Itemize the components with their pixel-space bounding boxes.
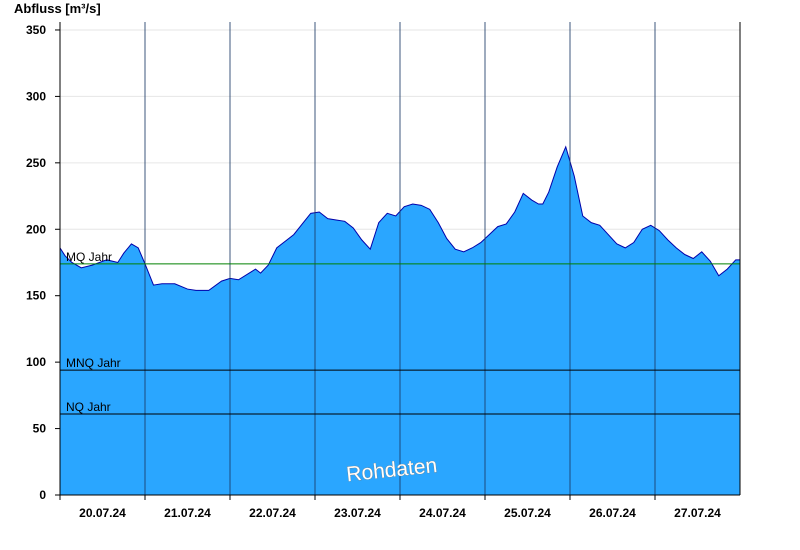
y-tick-label-350: 350 — [26, 23, 46, 37]
x-tick-label-0: 20.07.24 — [79, 506, 126, 520]
y-tick-labels: 0 50 100 150 200 250 300 350 — [26, 23, 60, 502]
x-tick-label-1: 21.07.24 — [164, 506, 211, 520]
y-tick-label-200: 200 — [26, 222, 46, 236]
x-tick-label-6: 26.07.24 — [589, 506, 636, 520]
y-tick-label-50: 50 — [33, 422, 47, 436]
ref-label-0: MQ Jahr — [66, 250, 112, 264]
reference-lines: MQ Jahr MNQ Jahr NQ Jahr — [60, 250, 740, 415]
discharge-outline — [59, 145, 740, 291]
y-tick-label-100: 100 — [26, 355, 46, 369]
y-tick-label-250: 250 — [26, 156, 46, 170]
x-tick-label-4: 24.07.24 — [419, 506, 466, 520]
ref-label-1: MNQ Jahr — [66, 356, 121, 370]
x-tick-label-2: 22.07.24 — [249, 506, 296, 520]
y-tick-label-0: 0 — [39, 488, 46, 502]
x-tick-label-7: 27.07.24 — [674, 506, 721, 520]
y-axis-label: Abfluss [m³/s] — [14, 1, 101, 16]
x-tick-label-5: 25.07.24 — [504, 506, 551, 520]
y-tick-label-300: 300 — [26, 89, 46, 103]
ref-label-2: NQ Jahr — [66, 400, 111, 414]
x-tick-labels: 20.07.24 21.07.24 22.07.24 23.07.24 24.07.24… — [79, 495, 721, 520]
day-separator-lines — [144, 22, 656, 495]
axes — [55, 22, 741, 500]
y-tick-label-150: 150 — [26, 289, 46, 303]
x-tick-label-3: 23.07.24 — [334, 506, 381, 520]
